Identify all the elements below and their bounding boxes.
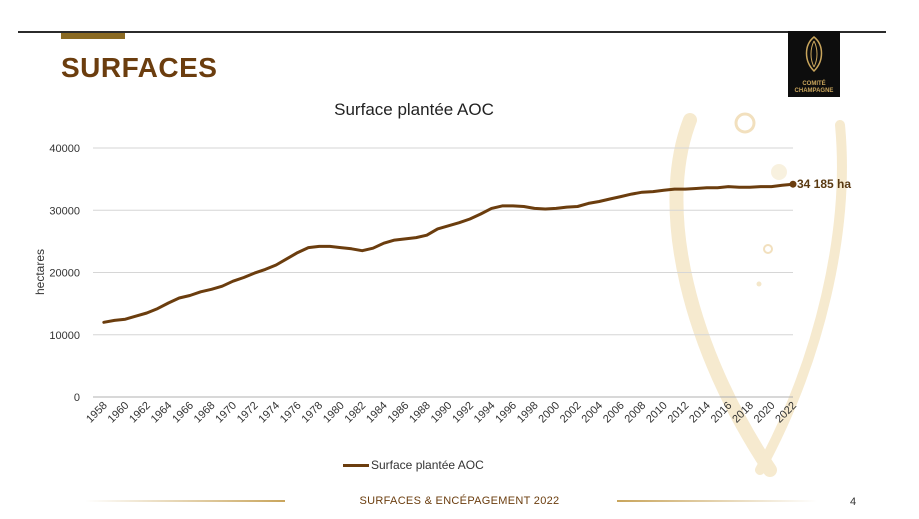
- y-tick-label: 10000: [49, 330, 80, 342]
- legend-swatch: [343, 463, 369, 467]
- x-tick-label: 1958: [84, 400, 110, 426]
- x-tick-label: 1960: [106, 400, 132, 426]
- x-tick-label: 1988: [407, 400, 433, 426]
- x-tick-label: 1970: [213, 400, 239, 426]
- x-tick-label: 2002: [558, 400, 584, 426]
- x-tick-label: 1966: [170, 400, 196, 426]
- series-end-point: [789, 180, 797, 188]
- logo-text-line1: COMITÉ: [802, 81, 826, 87]
- x-tick-label: 2012: [666, 400, 692, 426]
- x-tick-label: 1990: [429, 400, 455, 426]
- x-tick-label: 2006: [601, 400, 627, 426]
- x-tick-label: 1982: [343, 400, 369, 426]
- decorative-glass-watermark: [669, 112, 847, 477]
- x-tick-labels: 1958196019621964196619681970197219741976…: [84, 400, 799, 426]
- x-tick-label: 1992: [450, 400, 476, 426]
- legend-label: Surface plantée AOC: [371, 458, 484, 472]
- x-tick-label: 2000: [536, 400, 562, 426]
- footer-rule-left: [85, 500, 285, 502]
- x-tick-label: 1968: [192, 400, 218, 426]
- x-tick-label: 1978: [299, 400, 325, 426]
- x-tick-label: 2004: [579, 400, 605, 426]
- y-tick-label: 20000: [49, 268, 80, 280]
- x-tick-label: 1986: [386, 400, 412, 426]
- x-tick-label: 1994: [472, 400, 498, 426]
- x-tick-label: 1972: [235, 400, 261, 426]
- top-accent-bar: [61, 33, 125, 39]
- x-tick-label: 1998: [515, 400, 541, 426]
- x-tick-label: 1996: [493, 400, 519, 426]
- x-tick-label: 2020: [752, 400, 778, 426]
- y-tick-label: 0: [74, 392, 80, 404]
- champagne-glass-icon: [805, 36, 823, 73]
- footer-rule-right: [617, 500, 817, 502]
- comite-champagne-logo: COMITÉ CHAMPAGNE: [788, 31, 840, 97]
- footer-title: SURFACES & ENCÉPAGEMENT 2022: [359, 495, 560, 507]
- slide-title: SURFACES: [61, 52, 218, 83]
- y-tick-labels: 0 10000 20000 30000 40000: [49, 143, 80, 404]
- y-tick-label: 40000: [49, 143, 80, 155]
- end-value-label: 34 185 ha: [797, 177, 852, 191]
- chart-legend: Surface plantée AOC: [343, 458, 484, 472]
- logo-text-line2: CHAMPAGNE: [794, 88, 834, 94]
- x-tick-label: 1984: [364, 400, 390, 426]
- series-line-surface-plantee: [102, 182, 795, 324]
- x-tick-label: 1976: [278, 400, 304, 426]
- x-tick-label: 1974: [256, 400, 282, 426]
- page-number: 4: [850, 496, 857, 508]
- grid-lines: [93, 147, 793, 398]
- x-tick-label: 2008: [623, 400, 649, 426]
- x-tick-label: 2010: [644, 400, 670, 426]
- x-tick-label: 1980: [321, 400, 347, 426]
- x-tick-label: 1964: [149, 400, 175, 426]
- x-tick-label: 2014: [687, 400, 713, 426]
- chart-title: Surface plantée AOC: [334, 100, 494, 119]
- y-tick-label: 30000: [49, 205, 80, 217]
- x-tick-label: 1962: [127, 400, 153, 426]
- top-rule: [18, 31, 886, 33]
- y-axis-label: hectares: [33, 249, 47, 295]
